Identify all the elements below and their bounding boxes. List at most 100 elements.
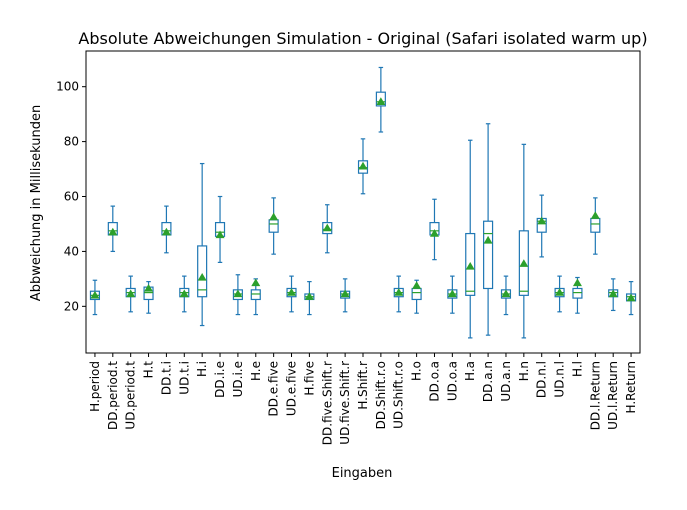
mean-marker <box>358 161 368 170</box>
box-UD.Shift.r.o <box>393 275 404 313</box>
box-H.Return <box>625 281 637 316</box>
box-DD.i.e <box>214 195 226 263</box>
box-series <box>89 66 637 339</box>
x-tick-label: DD.n.l <box>535 361 549 398</box>
x-axis-ticks: H.period DD.period.t UD.period.t H.t DD.t.i U… <box>88 353 638 445</box>
mean-marker <box>429 229 439 237</box>
box-DD.Shift.r.o <box>375 66 386 133</box>
iqr-box <box>590 217 601 233</box>
box-H.n <box>518 143 529 339</box>
x-tick-label: H.l <box>570 361 584 377</box>
box-UD.n.l <box>554 275 565 313</box>
iqr-box <box>518 230 529 296</box>
iqr-box <box>250 289 261 301</box>
mean-marker <box>555 288 565 296</box>
mean-marker <box>90 290 100 299</box>
box-UD.i.e <box>232 274 243 316</box>
mean-marker <box>108 227 118 236</box>
x-tick-label: H.e <box>249 361 263 381</box>
iqr-box <box>411 287 422 301</box>
x-tick-label: DD.t.i <box>159 361 173 395</box>
mean-marker <box>215 230 225 239</box>
box-UD.e.five <box>286 275 297 313</box>
box-UD.five.Shift.r <box>340 278 351 313</box>
box-UD.l.Return <box>608 278 619 312</box>
box-H.e <box>250 278 261 316</box>
box-DD.l.Return <box>590 197 601 255</box>
x-tick-label: UD.i.e <box>231 361 245 397</box>
mean-marker <box>465 262 475 270</box>
x-tick-label: H.i <box>195 361 209 377</box>
box-H.l <box>572 276 583 314</box>
mean-marker <box>269 212 279 221</box>
mean-marker <box>287 288 297 296</box>
y-tick-label: 60 <box>64 190 79 204</box>
mean-marker <box>251 278 261 287</box>
box-UD.o.a <box>447 275 458 314</box>
y-tick-label: 40 <box>64 244 79 258</box>
mean-marker <box>179 289 189 298</box>
iqr-box <box>322 221 333 235</box>
box-DD.o.a <box>429 198 440 261</box>
box-H.t <box>143 281 154 314</box>
iqr-box <box>357 160 369 174</box>
iqr-box <box>268 219 279 233</box>
mean-marker <box>233 289 243 298</box>
x-tick-label: H.n <box>517 361 531 381</box>
x-tick-label: UD.a.n <box>499 361 513 402</box>
mean-marker <box>572 278 582 287</box>
mean-marker <box>144 283 154 292</box>
box-DD.n.l <box>536 194 547 258</box>
x-tick-label: UD.t.i <box>177 361 191 395</box>
x-tick-label: DD.o.a <box>427 361 441 402</box>
mean-marker <box>126 289 136 298</box>
x-tick-label: UD.o.a <box>445 361 459 401</box>
box-DD.e.five <box>268 197 279 255</box>
box-H.period <box>89 279 101 316</box>
box-DD.period.t <box>107 205 118 253</box>
x-tick-label: DD.Shift.r.o <box>374 361 388 429</box>
iqr-box <box>197 245 208 298</box>
y-tick-label: 20 <box>64 299 79 313</box>
box-H.a <box>465 139 476 339</box>
x-tick-label: UD.l.Return <box>606 361 620 430</box>
x-tick-label: UD.e.five <box>285 361 299 416</box>
chart-title: Absolute Abweichungen Simulation - Origi… <box>78 29 647 48</box>
mean-marker <box>161 227 171 236</box>
mean-marker <box>519 259 529 267</box>
x-tick-label: H.a <box>463 361 477 381</box>
x-axis-label: Eingaben <box>332 466 393 481</box>
mean-marker <box>483 235 493 244</box>
mean-marker <box>394 288 404 296</box>
y-tick-label: 100 <box>56 80 79 94</box>
box-H.o <box>411 279 422 314</box>
iqr-box <box>465 232 476 296</box>
box-DD.t.i <box>161 205 172 254</box>
box-DD.a.n <box>483 123 494 336</box>
x-tick-label: H.t <box>142 361 156 379</box>
box-UD.t.i <box>179 275 190 313</box>
x-tick-label: H.Return <box>624 361 638 413</box>
x-tick-label: UD.period.t <box>124 361 138 430</box>
x-tick-label: H.period <box>88 361 102 412</box>
x-tick-label: DD.l.Return <box>588 361 602 430</box>
mean-marker <box>447 289 457 298</box>
y-axis-label: Abbweichung in Millisekunden <box>29 105 44 301</box>
mean-marker <box>304 292 314 300</box>
box-UD.period.t <box>125 275 136 313</box>
x-tick-label: H.o <box>410 361 424 381</box>
x-tick-label: H.five <box>302 361 316 396</box>
box-H.five <box>304 281 315 316</box>
mean-marker <box>626 293 636 302</box>
x-tick-label: UD.n.l <box>553 361 567 398</box>
box-DD.five.Shift.r <box>322 204 333 254</box>
iqr-box <box>483 220 494 290</box>
x-tick-label: H.Shift.r <box>356 361 370 410</box>
y-tick-label: 80 <box>64 135 79 149</box>
mean-marker <box>412 281 422 289</box>
x-tick-label: DD.period.t <box>106 361 120 430</box>
box-H.i <box>197 162 208 327</box>
mean-marker <box>608 289 618 298</box>
plot-frame <box>85 50 641 354</box>
